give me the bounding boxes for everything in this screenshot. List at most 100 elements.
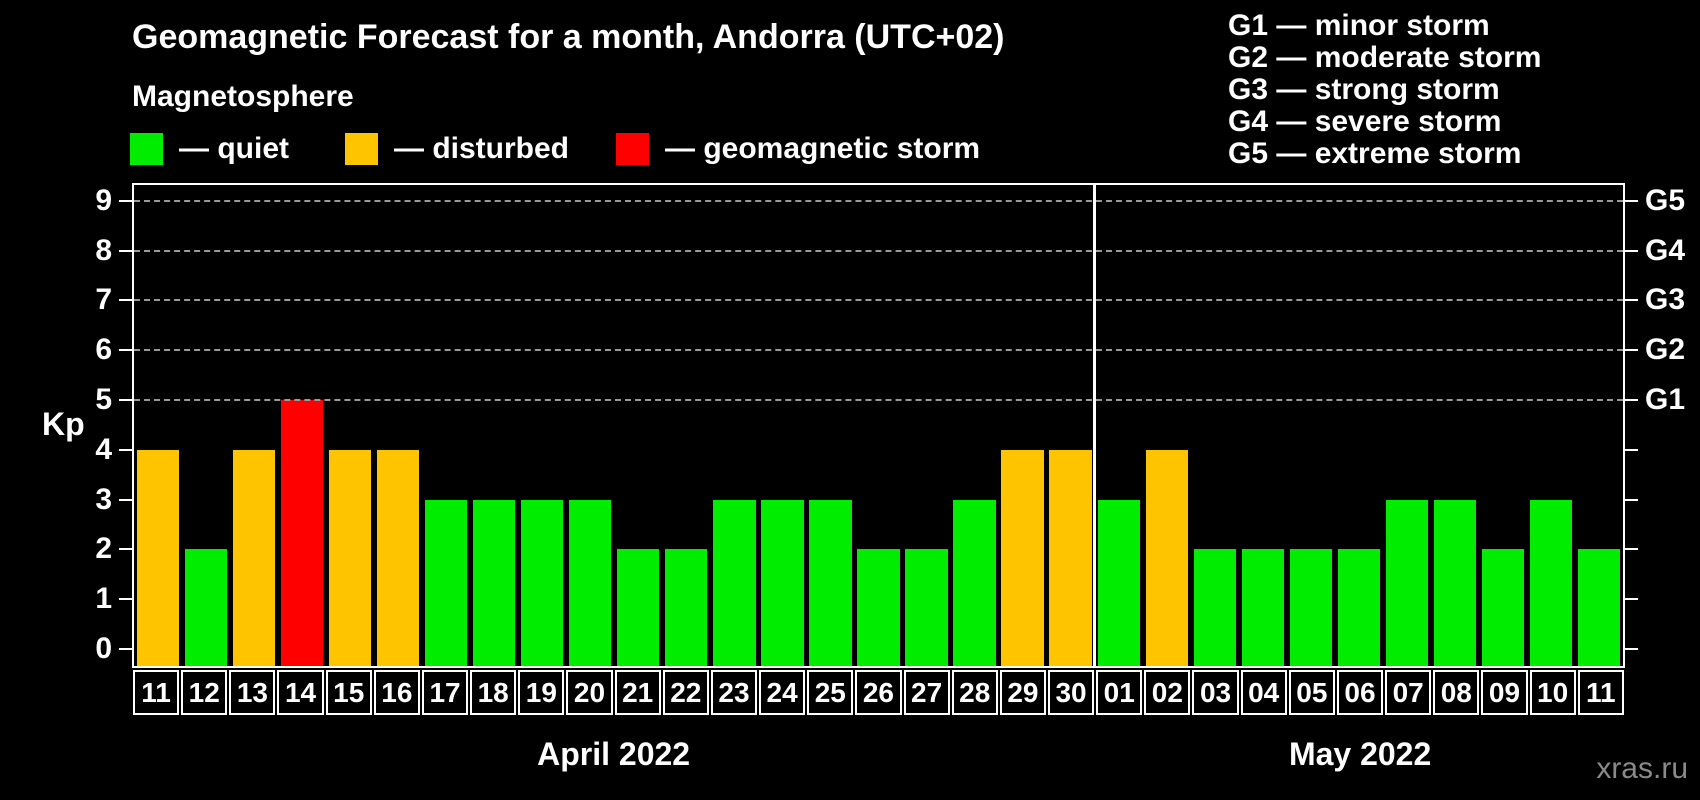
gridline-kp5 [134,399,1623,401]
storm-scale-g2: G2 — moderate storm [1228,41,1542,74]
kp-bar-day-09 [1481,549,1525,666]
bars-container [134,185,1623,666]
right-axis-label-g2: G2 [1645,333,1686,367]
y-axis-tick-left [119,598,132,601]
bar-slot [1095,185,1143,666]
kp-bar-day-07 [1385,499,1428,666]
day-label-19: 19 [518,670,565,715]
y-axis-label: 6 [95,333,112,367]
bar-slot [1143,185,1191,666]
y-axis-tick-right [1625,648,1638,650]
kp-bar-day-14 [280,400,324,666]
y-axis-label: 5 [95,383,112,416]
kp-bar-day-03 [1193,549,1236,666]
day-label-21: 21 [614,670,661,715]
kp-bar-day-29 [1001,449,1044,666]
y-axis-label: 3 [95,482,112,516]
kp-bar-day-08 [1433,499,1476,666]
kp-bar-day-10 [1529,499,1573,666]
y-axis-tick-left [119,498,132,501]
storm-scale-g5: G5 — extreme storm [1228,137,1522,170]
bar-slot [1431,185,1479,666]
kp-bar-day-11 [136,449,180,666]
kp-bar-day-16 [377,449,420,666]
bar-slot [518,185,566,666]
bar-slot [470,185,518,666]
day-label-12: 12 [181,670,228,715]
day-label-08: 08 [1433,670,1480,715]
kp-bar-day-24 [761,499,804,666]
day-label-11: 11 [133,670,180,715]
day-label-10: 10 [1529,670,1576,715]
kp-bar-day-20 [569,499,612,666]
y-axis-tick-left [119,548,132,551]
bar-slot [230,185,278,666]
magnetosphere-subtitle: Magnetosphere [132,80,354,113]
day-label-15: 15 [325,670,372,715]
bar-slot [758,185,806,666]
day-label-17: 17 [421,670,469,715]
bar-slot [1047,185,1095,666]
legend-label-disturbed: — disturbed [394,132,570,165]
bar-slot [566,185,614,666]
day-label-24: 24 [759,670,806,715]
day-label-20: 20 [566,670,613,715]
y-axis-tick-left [119,299,132,302]
bar-slot [614,185,662,666]
kp-bar-day-02 [1145,449,1188,666]
storm-scale-legend: G1 — minor storm G2 — moderate storm G3 … [1228,10,1541,170]
y-axis-label: 9 [95,183,112,217]
y-axis-tick-left [119,399,132,401]
day-label-09: 09 [1481,670,1528,715]
day-label-22: 22 [662,670,709,715]
day-label-23: 23 [710,670,758,715]
y-axis-title: Kp [42,406,85,442]
y-axis-tick-right [1625,399,1638,401]
bar-slot [854,185,902,666]
kp-bar-day-27 [905,549,948,666]
storm-scale-g1: G1 — minor storm [1228,9,1490,42]
legend-item-quiet: — quiet [130,132,289,166]
x-axis-day-labels: 11 12 13 14 15 16 17 18 19 20 21 22 23 24 25 26 27 28 29 30… [132,670,1625,715]
y-axis-label: 8 [95,233,112,267]
y-axis-label: 0 [95,632,112,665]
storm-scale-g4: G4 — severe storm [1228,105,1502,138]
kp-bar-day-04 [1241,549,1284,666]
kp-bar-day-19 [521,499,564,666]
y-axis-label: 7 [95,283,112,317]
day-label-02: 02 [1144,670,1191,715]
y-axis-tick-right [1625,349,1638,352]
bar-slot [662,185,710,666]
kp-bar-day-22 [665,549,708,666]
bar-slot [1335,185,1383,666]
bar-slot [903,185,951,666]
day-label-03: 03 [1192,670,1239,715]
storm-color-swatch [616,133,649,165]
kp-bar-day-17 [425,499,468,666]
legend-label-quiet: — quiet [179,132,289,165]
y-axis-label: 1 [95,582,112,616]
page-title: Geomagnetic Forecast for a month, Andorr… [132,18,1005,56]
kp-bar-day-25 [809,499,852,666]
kp-bar-day-30 [1049,449,1092,666]
y-axis-tick-right [1625,498,1638,501]
bar-slot [278,185,326,666]
month-separator-line [1093,185,1097,666]
bar-slot [1239,185,1287,666]
bar-slot [951,185,999,666]
kp-bar-day-12 [184,549,228,666]
day-label-18: 18 [470,670,517,715]
day-label-04: 04 [1240,670,1287,715]
bar-slot [1383,185,1431,666]
bar-slot [326,185,374,666]
y-axis-tick-right [1625,598,1638,601]
right-axis-label-g4: G4 [1645,233,1686,267]
bar-slot [134,185,182,666]
right-axis-label-g1: G1 [1645,383,1686,416]
kp-bar-day-01 [1097,499,1140,666]
storm-scale-g3: G3 — strong storm [1228,73,1500,106]
kp-bar-day-28 [953,499,996,666]
bar-slot [1479,185,1527,666]
y-axis-tick-left [119,448,132,451]
gridline-kp7 [134,299,1623,302]
